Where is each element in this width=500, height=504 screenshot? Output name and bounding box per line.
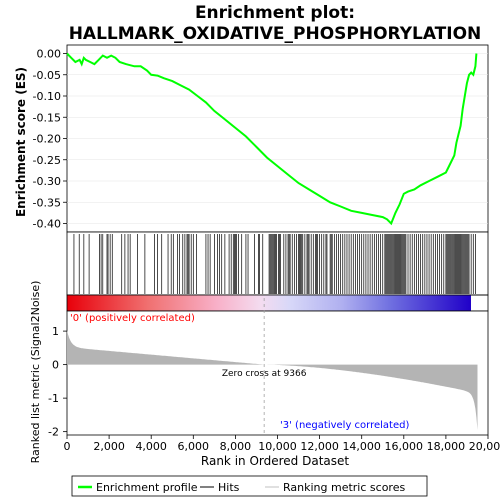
x-tick-label: 6,000 [178, 440, 210, 453]
negative-correlation-label: '3' (negatively correlated) [280, 420, 409, 431]
es-y-tick-label: -0.25 [33, 154, 61, 167]
rank-color-bar [67, 295, 471, 311]
es-y-tick-label: -0.05 [33, 69, 61, 82]
es-y-tick-label: 0.00 [37, 48, 62, 61]
es-y-tick-label: -0.35 [33, 196, 61, 209]
es-y-axis-label: Enrichment score (ES) [14, 67, 28, 217]
x-tick-label: 20,000 [469, 440, 500, 453]
x-tick-label: 10,000 [258, 440, 297, 453]
x-tick-label: 18,000 [427, 440, 466, 453]
es-y-axis: 0.00 -0.05 -0.10 -0.15 -0.20 -0.25 -0.30 -0.35 -… [33, 48, 67, 231]
chart-title-line1: Enrichment plot: [195, 3, 355, 23]
metric-y-axis-label: Ranked list metric (Signal2Noise) [29, 281, 42, 464]
metric-y-tick-label: 1 [52, 325, 59, 338]
metric-y-tick-label: -2 [48, 426, 59, 439]
metric-y-axis: 1 0 -1 -2 [48, 325, 67, 439]
legend-label: Enrichment profile [96, 481, 198, 494]
legend-label: Ranking metric scores [283, 481, 405, 494]
es-y-tick-label: -0.10 [33, 90, 61, 103]
x-axis-label: Rank in Ordered Dataset [201, 454, 349, 468]
es-y-tick-label: -0.15 [33, 111, 61, 124]
es-y-tick-label: -0.40 [33, 218, 61, 231]
x-tick-label: 4,000 [135, 440, 167, 453]
x-tick-label: 2,000 [93, 440, 125, 453]
x-tick-label: 8,000 [220, 440, 252, 453]
x-tick-label: 12,000 [300, 440, 339, 453]
es-y-tick-label: -0.30 [33, 175, 61, 188]
x-tick-label: 0 [64, 440, 71, 453]
chart-title-line2: HALLMARK_OXIDATIVE_PHOSPHORYLATION [69, 24, 482, 44]
zero-cross-label: Zero cross at 9366 [222, 369, 307, 379]
positive-correlation-label: '0' (positively correlated) [70, 313, 195, 324]
legend-label: Hits [218, 481, 240, 494]
es-y-tick-label: -0.20 [33, 133, 61, 146]
metric-y-tick-label: 0 [52, 359, 59, 372]
metric-y-tick-label: -1 [48, 392, 59, 405]
x-tick-label: 16,000 [385, 440, 424, 453]
x-tick-label: 14,000 [342, 440, 381, 453]
